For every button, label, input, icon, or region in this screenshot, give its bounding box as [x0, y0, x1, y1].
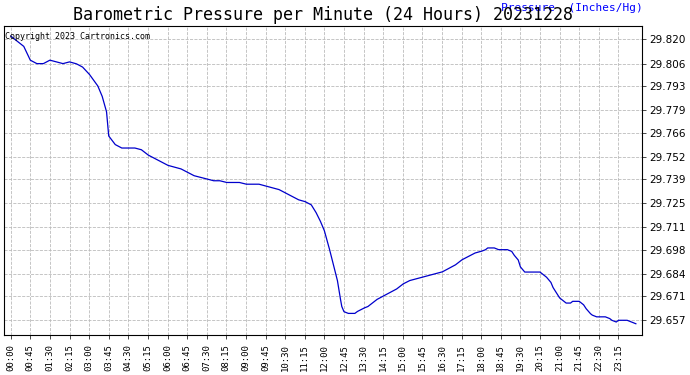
Text: Pressure  (Inches/Hg): Pressure (Inches/Hg) [501, 3, 642, 13]
Title: Barometric Pressure per Minute (24 Hours) 20231228: Barometric Pressure per Minute (24 Hours… [73, 6, 573, 24]
Text: Copyright 2023 Cartronics.com: Copyright 2023 Cartronics.com [6, 32, 150, 41]
